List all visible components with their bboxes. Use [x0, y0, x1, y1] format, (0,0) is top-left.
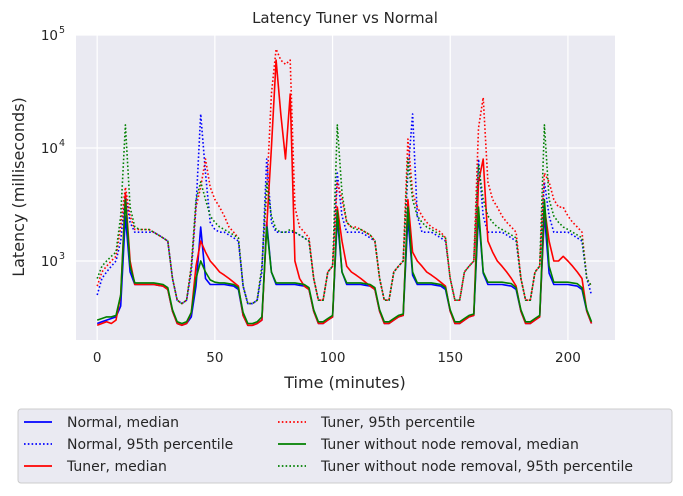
legend-label-1: Normal, 95th percentile: [67, 437, 233, 453]
y-tick-label-0: 10: [41, 254, 58, 270]
legend-label-0: Normal, median: [67, 415, 179, 431]
y-tick-exponent-2: 5: [59, 25, 65, 36]
x-tick-label-2: 100: [320, 350, 346, 366]
legend-label-2: Tuner, median: [66, 459, 167, 475]
legend-label-5: Tuner without node removal, 95th percent…: [320, 459, 633, 475]
series-line-2: [96, 59, 593, 327]
x-tick-label-1: 50: [206, 350, 223, 366]
series-line-4: [96, 198, 593, 325]
y-tick-exponent-1: 4: [59, 138, 65, 149]
series-line-5: [96, 124, 593, 305]
x-axis-label: Time (minutes): [283, 373, 406, 392]
legend-box: [17, 408, 673, 484]
plot-area: [76, 35, 615, 340]
y-tick-label-2: 10: [41, 28, 58, 44]
y-tick-exponent-0: 3: [59, 251, 65, 262]
legend-label-3: Tuner, 95th percentile: [320, 415, 475, 431]
y-axis-label: Latency (milliseconds): [9, 97, 28, 277]
legend: Normal, median Normal, 95th percentile Tun…: [17, 408, 673, 484]
y-tick-label-1: 10: [41, 141, 58, 157]
x-tick-labels: 0 50 100 150 200: [93, 350, 581, 366]
x-tick-label-4: 200: [555, 350, 581, 366]
series-line-3: [96, 48, 593, 305]
x-tick-label-3: 150: [437, 350, 463, 366]
x-tick-label-0: 0: [93, 350, 102, 366]
chart-title: Latency Tuner vs Normal: [252, 9, 438, 27]
legend-label-4: Tuner without node removal, median: [320, 437, 579, 453]
series-lines: [96, 48, 593, 327]
